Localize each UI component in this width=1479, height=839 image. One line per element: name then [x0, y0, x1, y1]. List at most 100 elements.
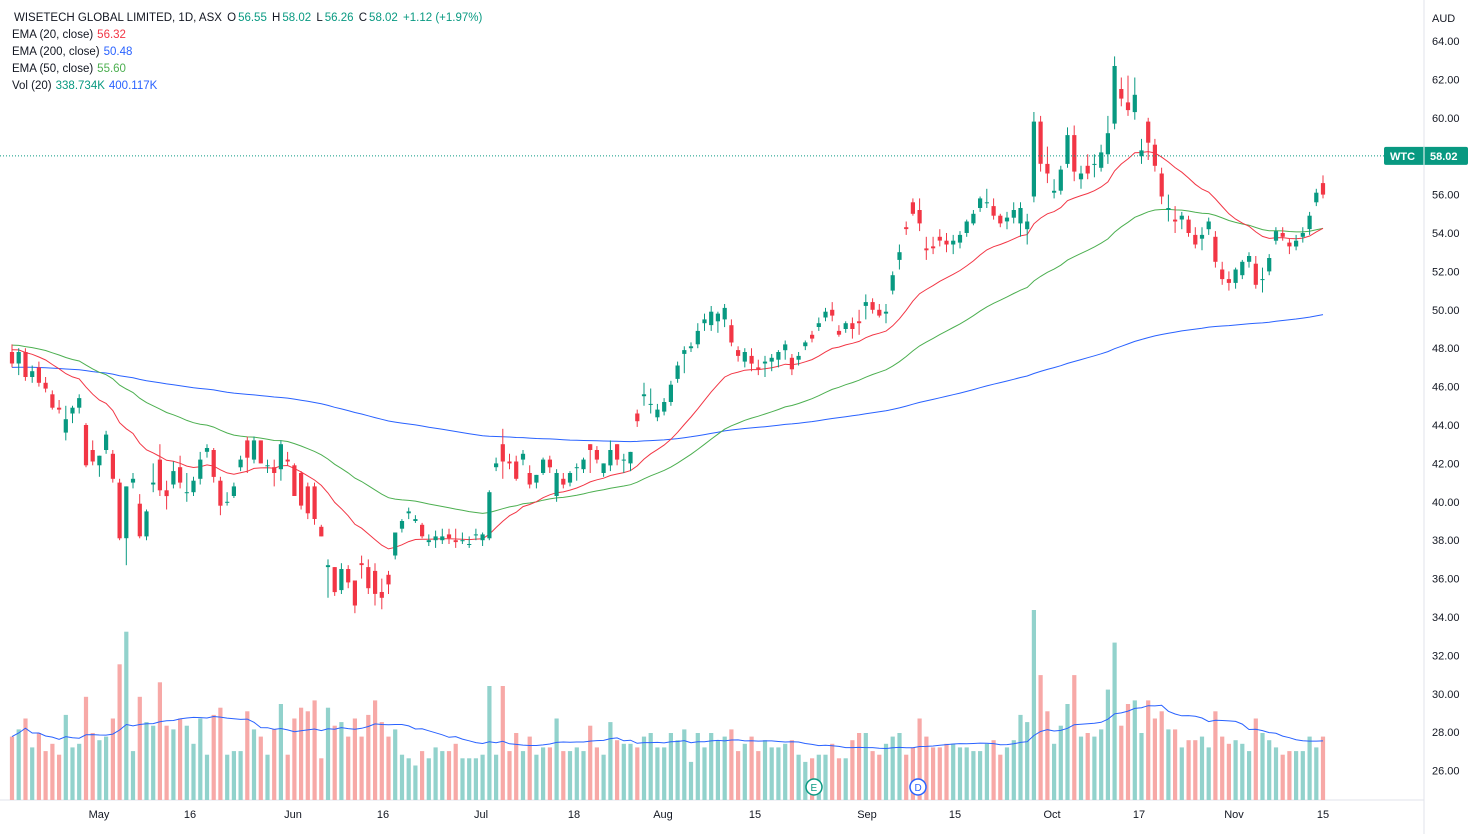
- candle-body[interactable]: [635, 413, 640, 422]
- candle-body[interactable]: [1038, 121, 1043, 164]
- candle-body[interactable]: [460, 540, 465, 542]
- candle-body[interactable]: [964, 221, 969, 234]
- candle-body[interactable]: [63, 419, 68, 433]
- candle-body[interactable]: [1260, 279, 1265, 281]
- candle-body[interactable]: [1173, 219, 1178, 222]
- candle-body[interactable]: [245, 440, 250, 458]
- candle-body[interactable]: [722, 307, 727, 320]
- candle-body[interactable]: [863, 302, 868, 306]
- candle-body[interactable]: [1307, 215, 1312, 230]
- candle-body[interactable]: [1247, 256, 1252, 262]
- candle-body[interactable]: [1186, 219, 1191, 233]
- candle-body[interactable]: [379, 592, 384, 598]
- candle-body[interactable]: [601, 463, 606, 473]
- candle-body[interactable]: [1139, 150, 1144, 157]
- candle-body[interactable]: [1240, 261, 1245, 276]
- last-price-tag[interactable]: [1384, 146, 1468, 165]
- candle-body[interactable]: [1045, 163, 1050, 174]
- candle-body[interactable]: [1226, 279, 1231, 283]
- candle-body[interactable]: [144, 511, 149, 537]
- candle-body[interactable]: [1004, 217, 1010, 222]
- candle-body[interactable]: [1294, 240, 1299, 247]
- candle-body[interactable]: [130, 478, 136, 483]
- candle-body[interactable]: [776, 352, 781, 360]
- candle-body[interactable]: [1112, 66, 1117, 124]
- candle-body[interactable]: [36, 367, 41, 383]
- candle-body[interactable]: [157, 459, 162, 491]
- candle-body[interactable]: [413, 519, 418, 521]
- candle-body[interactable]: [225, 501, 230, 503]
- candle-body[interactable]: [890, 275, 895, 291]
- candle-body[interactable]: [386, 574, 391, 585]
- candle-body[interactable]: [104, 434, 109, 450]
- candle-body[interactable]: [238, 459, 243, 468]
- earnings-marker[interactable]: [805, 778, 823, 796]
- candle-body[interactable]: [373, 570, 378, 594]
- candle-body[interactable]: [675, 365, 680, 379]
- candle-body[interactable]: [695, 330, 700, 345]
- candle-body[interactable]: [641, 394, 647, 397]
- candle-body[interactable]: [1314, 192, 1319, 203]
- candle-body[interactable]: [30, 371, 35, 377]
- candle-body[interactable]: [951, 240, 956, 245]
- candle-body[interactable]: [446, 534, 452, 539]
- candle-body[interactable]: [527, 473, 532, 485]
- candle-body[interactable]: [1179, 215, 1184, 220]
- candle-body[interactable]: [83, 425, 89, 466]
- candle-body[interactable]: [70, 407, 75, 414]
- candle-body[interactable]: [991, 206, 996, 216]
- candle-body[interactable]: [783, 344, 788, 351]
- candle-body[interactable]: [1206, 221, 1211, 230]
- candle-body[interactable]: [769, 357, 774, 362]
- candle-body[interactable]: [1159, 173, 1164, 197]
- candle-body[interactable]: [870, 302, 875, 310]
- candle-body[interactable]: [615, 444, 620, 460]
- candle-body[interactable]: [110, 453, 115, 479]
- candle-body[interactable]: [1273, 231, 1279, 241]
- candle-body[interactable]: [278, 444, 283, 470]
- candle-body[interactable]: [1085, 165, 1090, 174]
- candle-body[interactable]: [917, 210, 922, 224]
- candle-body[interactable]: [789, 357, 794, 370]
- candle-body[interactable]: [957, 234, 963, 243]
- candle-body[interactable]: [292, 465, 297, 496]
- candle-body[interactable]: [1099, 152, 1104, 168]
- candle-body[interactable]: [500, 444, 505, 462]
- candle-body[interactable]: [1078, 173, 1084, 180]
- candle-body[interactable]: [1146, 121, 1151, 143]
- dividend-marker[interactable]: [909, 778, 927, 796]
- candle-body[interactable]: [440, 536, 445, 541]
- candle-body[interactable]: [1018, 208, 1023, 224]
- candle-body[interactable]: [184, 492, 189, 494]
- candle-body[interactable]: [198, 459, 203, 479]
- candle-body[interactable]: [1267, 258, 1272, 272]
- candle-body[interactable]: [1065, 135, 1070, 164]
- candle-body[interactable]: [1025, 221, 1030, 230]
- candle-body[interactable]: [352, 580, 357, 606]
- candle-body[interactable]: [399, 521, 405, 529]
- candle-body[interactable]: [662, 402, 667, 412]
- candle-body[interactable]: [50, 394, 55, 408]
- candle-body[interactable]: [1280, 233, 1285, 237]
- candle-body[interactable]: [910, 202, 915, 214]
- candle-body[interactable]: [756, 367, 761, 370]
- candle-body[interactable]: [218, 480, 223, 506]
- candle-body[interactable]: [984, 202, 989, 204]
- candle-body[interactable]: [810, 334, 815, 339]
- candle-body[interactable]: [473, 534, 478, 536]
- candle-body[interactable]: [1300, 233, 1305, 237]
- candle-body[interactable]: [57, 407, 62, 410]
- candle-body[interactable]: [90, 450, 95, 462]
- candle-body[interactable]: [299, 473, 304, 506]
- candle-body[interactable]: [978, 198, 983, 208]
- candle-body[interactable]: [494, 463, 499, 468]
- candle-body[interactable]: [1287, 242, 1292, 247]
- candle-body[interactable]: [305, 486, 310, 514]
- candle-body[interactable]: [796, 355, 801, 360]
- candle-body[interactable]: [621, 459, 626, 461]
- legend-ema20-row[interactable]: EMA (20, close) 56.32: [12, 27, 482, 44]
- candle-body[interactable]: [137, 503, 142, 537]
- candle-body[interactable]: [561, 478, 566, 485]
- candle-body[interactable]: [171, 471, 176, 485]
